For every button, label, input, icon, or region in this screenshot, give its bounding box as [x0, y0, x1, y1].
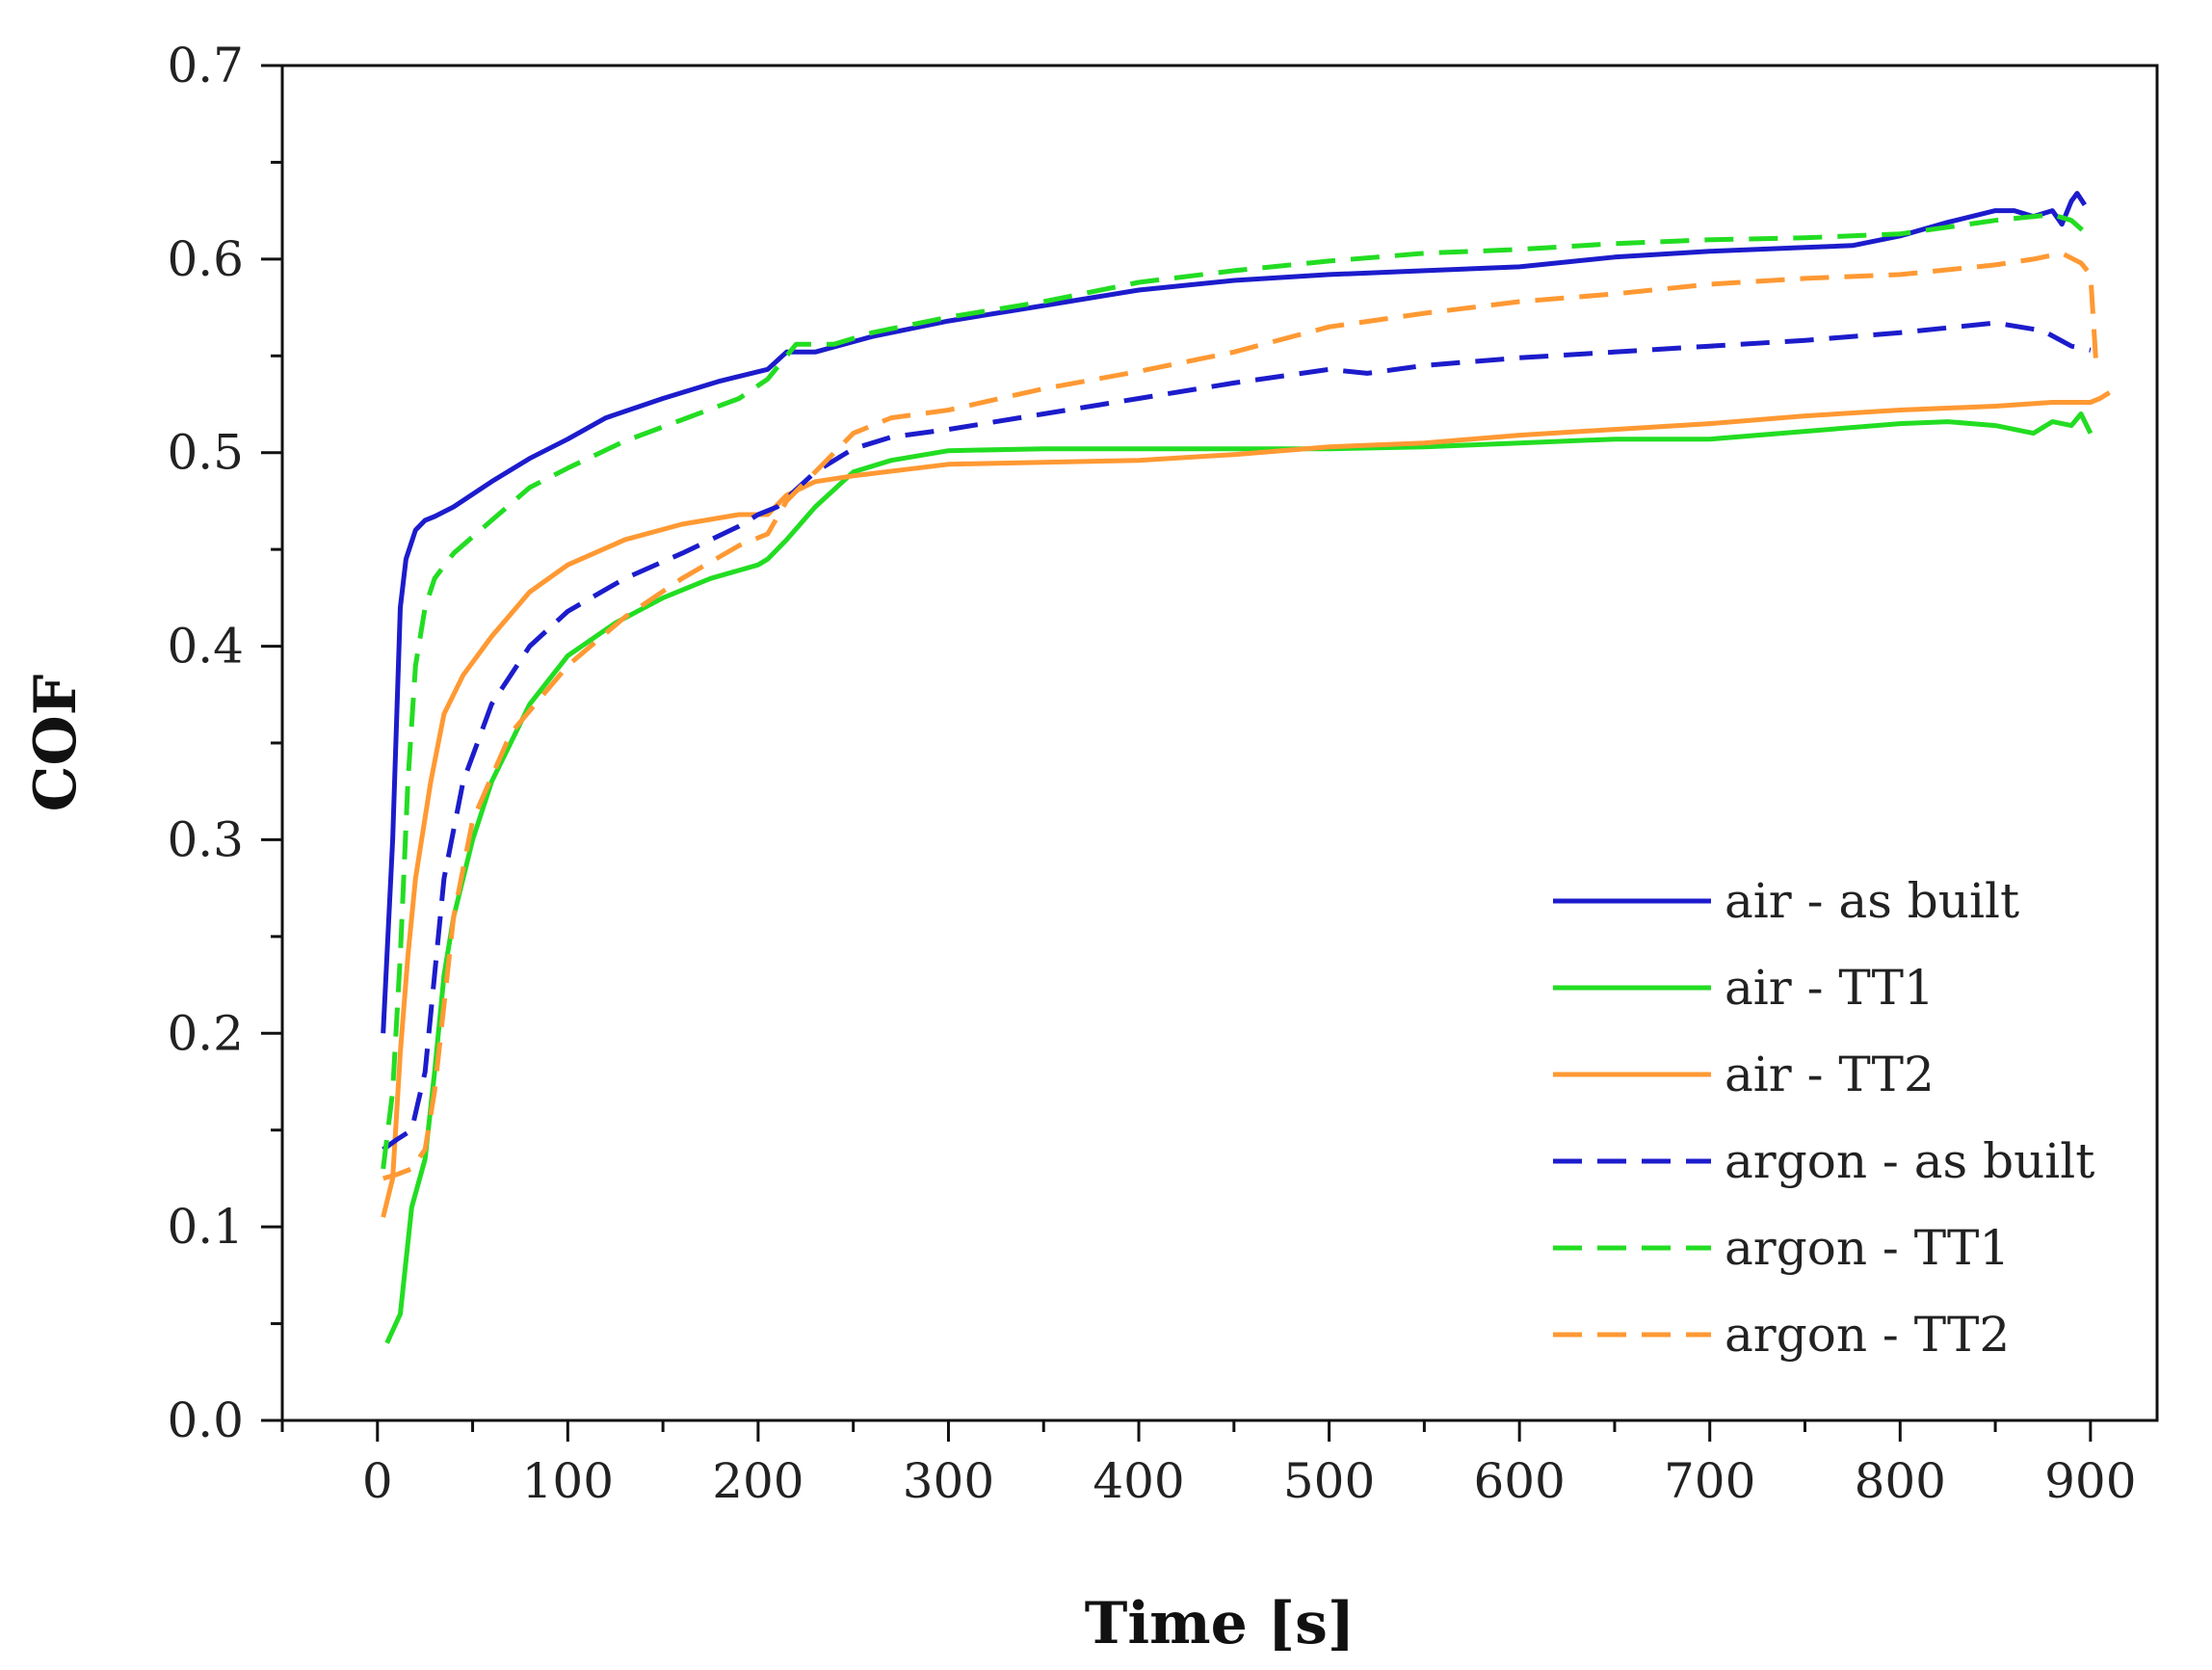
x-tick-label: 900 — [2044, 1453, 2136, 1509]
legend-label-air-tt2: air - TT2 — [1725, 1047, 1935, 1102]
legend: air - as built air - TT1 air - TT2 argon - … — [1553, 873, 2094, 1363]
y-tick-label: 0.6 — [167, 231, 244, 287]
y-axis-ticks: 0.0 0.1 0.2 0.3 0.4 0.5 0.6 0.7 — [167, 38, 282, 1448]
series-line-air-tt2 — [381, 390, 2111, 1218]
x-tick-label: 500 — [1283, 1453, 1375, 1509]
plot-frame — [280, 64, 2159, 1422]
y-tick-label: 0.1 — [167, 1199, 244, 1255]
x-tick-label: 100 — [522, 1453, 614, 1509]
legend-label-argon-as-built: argon - as built — [1725, 1133, 2094, 1189]
y-tick-label: 0.7 — [167, 38, 244, 93]
y-tick-label: 0.0 — [167, 1392, 244, 1448]
series-line-argon-tt1 — [381, 212, 2089, 1170]
y-tick-label: 0.3 — [167, 811, 244, 867]
legend-label-argon-tt2: argon - TT2 — [1725, 1307, 2010, 1363]
x-tick-label: 800 — [1855, 1453, 1946, 1509]
series-line-argon-as-built — [382, 320, 2092, 1152]
x-axis-ticks: 0 100 200 300 400 500 600 700 800 900 — [280, 1420, 2137, 1509]
series-lines — [381, 191, 2111, 1344]
series-line-air-as-built — [381, 191, 2087, 1034]
x-tick-label: 700 — [1664, 1453, 1755, 1509]
y-axis-title: COF — [22, 675, 90, 812]
legend-label-argon-tt1: argon - TT1 — [1725, 1220, 2010, 1276]
y-tick-label: 0.5 — [167, 425, 244, 481]
x-tick-label: 0 — [362, 1453, 393, 1509]
x-tick-label: 200 — [712, 1453, 803, 1509]
legend-label-air-tt1: air - TT1 — [1725, 960, 1935, 1016]
y-tick-label: 0.4 — [167, 619, 244, 675]
x-tick-label: 300 — [903, 1453, 994, 1509]
legend-label-air-as-built: air - as built — [1725, 873, 2019, 929]
series-line-argon-tt2 — [382, 251, 2099, 1181]
x-tick-label: 600 — [1473, 1453, 1565, 1509]
x-tick-label: 400 — [1093, 1453, 1184, 1509]
series-line-air-tt1 — [384, 411, 2094, 1344]
x-axis-title: Time [s] — [1085, 1590, 1356, 1657]
y-tick-label: 0.2 — [167, 1005, 244, 1061]
